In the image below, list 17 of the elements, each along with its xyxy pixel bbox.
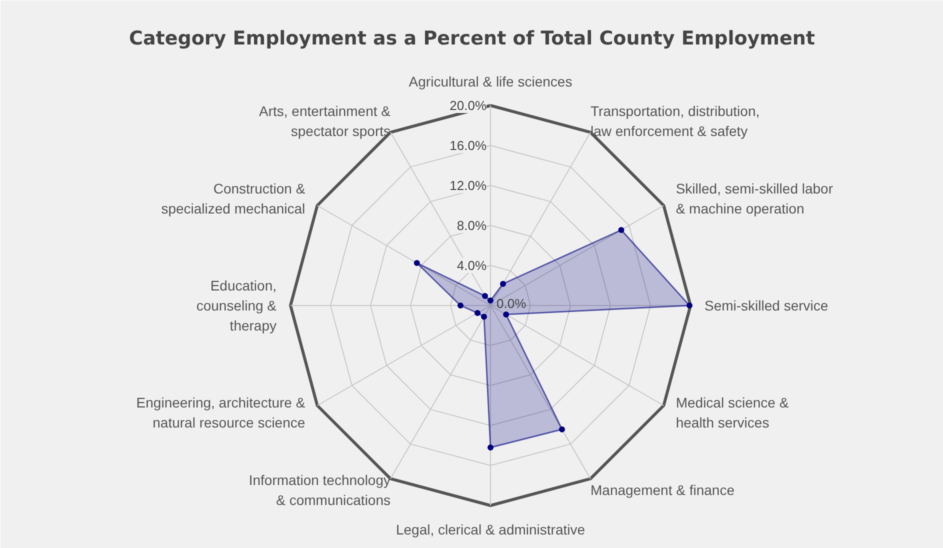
y-tick-label: 20.0% bbox=[450, 98, 487, 113]
spoke-label: Construction & specialized mechanical bbox=[161, 180, 306, 216]
y-tick-label: 0.0% bbox=[496, 296, 527, 311]
spoke-label: Skilled, semi-skilled labor & machine operation bbox=[676, 180, 834, 216]
spoke-label: Management & finance bbox=[590, 482, 735, 498]
spoke-label: Education, counseling & therapy bbox=[196, 278, 278, 334]
spoke-label: Medical science & health services bbox=[676, 394, 790, 430]
y-tick-label: 4.0% bbox=[456, 258, 487, 273]
spoke-label: Information technology & communications bbox=[248, 472, 391, 508]
chart-title: Category Employment as a Percent of Total County Employment bbox=[129, 28, 815, 50]
y-tick-label: 12.0% bbox=[450, 178, 487, 193]
spoke-label: Engineering, architecture & natural resource science bbox=[136, 394, 306, 430]
spoke-label: Agricultural & life sciences bbox=[408, 74, 572, 90]
spoke-label: Legal, clerical & administrative bbox=[396, 522, 586, 538]
spoke-label: Semi-skilled service bbox=[704, 298, 828, 314]
y-tick-label: 16.0% bbox=[450, 138, 487, 153]
y-tick-label: 8.0% bbox=[456, 218, 487, 233]
